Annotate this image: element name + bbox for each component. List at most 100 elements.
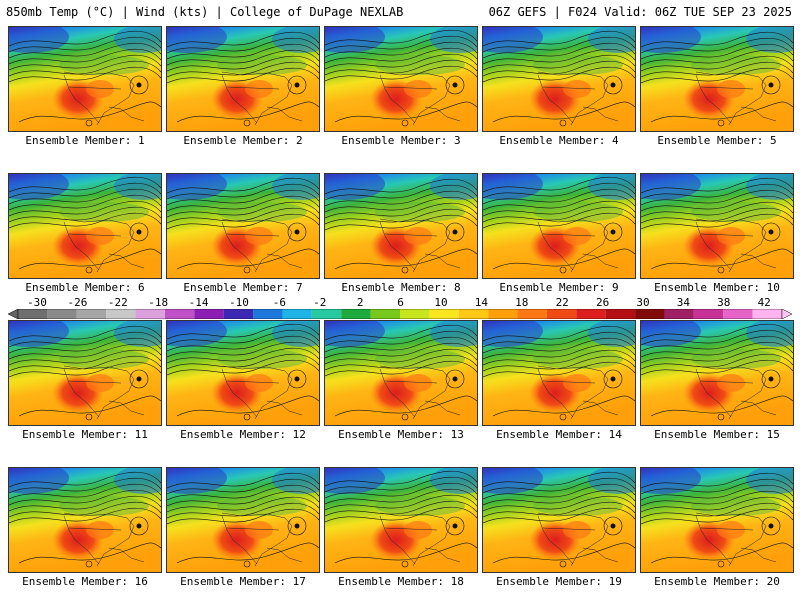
ensemble-member-panel: Ensemble Member: 19 [482,467,636,588]
ensemble-member-panel: Ensemble Member: 18 [324,467,478,588]
colorbar-segment [341,309,371,319]
colorbar-scale [8,309,792,319]
member-map [166,26,320,132]
colorbar-tick-label: -14 [188,296,209,309]
member-map [640,320,794,426]
ensemble-member-panel: Ensemble Member: 12 [166,320,320,441]
colorbar-segment [164,309,195,319]
member-caption: Ensemble Member: 16 [22,575,148,588]
colorbar-segment [458,309,489,319]
colorbar-tick-label: 42 [757,296,771,309]
member-caption: Ensemble Member: 8 [341,281,461,294]
colorbar-tick-label: 38 [717,296,731,309]
ensemble-member-panel: Ensemble Member: 9 [482,173,636,294]
member-map [640,467,794,573]
member-map [482,173,636,279]
member-map [166,467,320,573]
member-map [324,173,478,279]
temperature-colorbar: -30 -26 -22 -18 -14 -10 -6 -2 2 6 10 14 18 22 26 30 34 38… [0,292,800,322]
colorbar-segment [429,309,459,319]
ensemble-member-panel: Ensemble Member: 8 [324,173,478,294]
colorbar-segment [576,309,606,319]
ensemble-member-panel: Ensemble Member: 11 [8,320,162,441]
member-caption: Ensemble Member: 5 [657,134,777,147]
member-caption: Ensemble Member: 3 [341,134,461,147]
run-info: 06Z GEFS | F024 Valid: 06Z TUE SEP 23 20… [488,5,792,19]
colorbar-segment [664,309,694,319]
member-caption: Ensemble Member: 15 [654,428,780,441]
member-map [8,467,162,573]
product-title: 850mb Temp (°C) | Wind (kts) | College o… [6,5,404,19]
member-map [166,320,320,426]
colorbar-segment [282,309,312,319]
colorbar-segment [194,309,224,319]
colorbar-segment [517,309,547,319]
colorbar-low-arrow [8,309,19,319]
member-caption: Ensemble Member: 7 [183,281,303,294]
member-caption: Ensemble Member: 17 [180,575,306,588]
member-map [324,320,478,426]
ensemble-member-panel: Ensemble Member: 17 [166,467,320,588]
colorbar-tick-label: -26 [67,296,88,309]
colorbar-tick-label: 30 [636,296,650,309]
colorbar-segment [135,309,165,319]
colorbar-tick-label: -18 [148,296,169,309]
member-map [324,26,478,132]
member-map [482,320,636,426]
colorbar-segment [47,309,77,319]
colorbar-segment [752,309,782,319]
colorbar-tick-label: -2 [313,296,327,309]
colorbar-segment [253,309,283,319]
colorbar-segment [76,309,107,319]
member-caption: Ensemble Member: 10 [654,281,780,294]
member-caption: Ensemble Member: 12 [180,428,306,441]
colorbar-segment [605,309,636,319]
ensemble-member-panel: Ensemble Member: 5 [640,26,794,147]
member-map [166,173,320,279]
colorbar-segment [693,309,724,319]
colorbar-segment [400,309,430,319]
colorbar-tick-label: -10 [229,296,249,309]
member-caption: Ensemble Member: 6 [25,281,145,294]
member-map [482,26,636,132]
ensemble-member-panel: Ensemble Member: 13 [324,320,478,441]
member-caption: Ensemble Member: 20 [654,575,780,588]
member-caption: Ensemble Member: 13 [338,428,464,441]
member-caption: Ensemble Member: 18 [338,575,464,588]
member-caption: Ensemble Member: 19 [496,575,622,588]
ensemble-member-panel: Ensemble Member: 3 [324,26,478,147]
ensemble-member-panel: Ensemble Member: 1 [8,26,162,147]
ensemble-member-panel: Ensemble Member: 14 [482,320,636,441]
colorbar-segment [311,309,342,319]
colorbar-segment [106,309,136,319]
ensemble-member-panel: Ensemble Member: 7 [166,173,320,294]
ensemble-member-panel: Ensemble Member: 16 [8,467,162,588]
member-caption: Ensemble Member: 11 [22,428,148,441]
colorbar-tick-label: 14 [474,296,489,309]
colorbar-tick-label: 34 [676,296,691,309]
member-map [640,26,794,132]
header: 850mb Temp (°C) | Wind (kts) | College o… [0,0,800,24]
ensemble-member-panel: Ensemble Member: 10 [640,173,794,294]
ensemble-member-panel: Ensemble Member: 15 [640,320,794,441]
colorbar-segment [18,309,48,319]
member-map [482,467,636,573]
colorbar-high-arrow [781,309,792,319]
ensemble-member-panel: Ensemble Member: 20 [640,467,794,588]
colorbar-segment [488,309,518,319]
colorbar-tick-label: 10 [434,296,448,309]
colorbar-tick-label: 2 [356,296,364,309]
colorbar-segment [370,309,400,319]
colorbar-segment [635,309,665,319]
member-caption: Ensemble Member: 1 [25,134,145,147]
colorbar-tick-label: 26 [595,296,610,309]
colorbar-tick-label: 22 [555,296,569,309]
colorbar-segment [546,309,577,319]
member-map [8,320,162,426]
colorbar-segment [223,309,254,319]
colorbar-segment [723,309,753,319]
colorbar-tick-label: -6 [272,296,287,309]
member-caption: Ensemble Member: 2 [183,134,303,147]
member-map [324,467,478,573]
member-map [640,173,794,279]
